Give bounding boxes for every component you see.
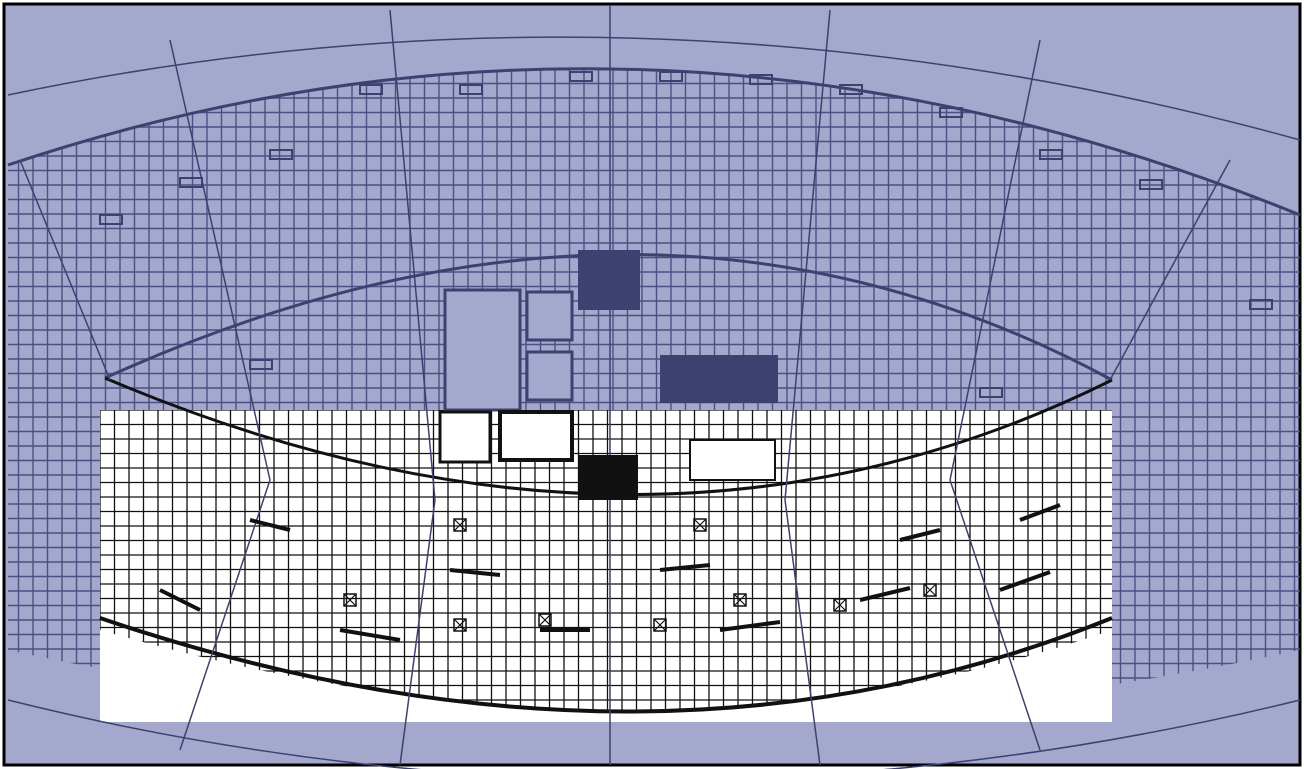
fixture xyxy=(1139,179,1163,190)
diffuser xyxy=(653,618,667,632)
fixture xyxy=(359,84,383,95)
diffuser xyxy=(833,598,847,612)
diffuser xyxy=(833,598,847,612)
diffuser xyxy=(453,618,467,632)
fixture xyxy=(659,563,711,572)
fixture xyxy=(999,570,1051,592)
diffuser xyxy=(343,593,357,607)
fixture xyxy=(179,177,203,188)
fixture xyxy=(569,71,593,82)
fixture xyxy=(1019,503,1061,522)
diffuser xyxy=(453,618,467,632)
fixture xyxy=(719,620,781,632)
fixture xyxy=(839,84,863,95)
diffuser xyxy=(538,613,552,627)
fixture xyxy=(859,586,911,602)
diffuser xyxy=(653,618,667,632)
diffuser xyxy=(453,518,467,532)
fixture xyxy=(449,568,501,577)
diffuser xyxy=(693,518,707,532)
diffuser xyxy=(343,593,357,607)
fixture xyxy=(269,149,293,160)
diffuser xyxy=(693,518,707,532)
core xyxy=(438,250,778,500)
fixture xyxy=(99,214,123,225)
radial-lines xyxy=(19,5,1231,766)
fixture xyxy=(979,387,1003,398)
diffuser xyxy=(733,593,747,607)
fixture xyxy=(459,84,483,95)
fixture xyxy=(899,528,941,542)
fixture xyxy=(339,628,401,642)
fixture xyxy=(749,74,773,85)
fixture xyxy=(249,359,273,370)
fixture xyxy=(659,71,683,82)
fixture xyxy=(939,107,963,118)
diffuser xyxy=(733,593,747,607)
diffuser xyxy=(923,583,937,597)
fixture xyxy=(1249,299,1273,310)
diffuser xyxy=(453,518,467,532)
diffuser xyxy=(538,613,552,627)
fixture xyxy=(1039,149,1063,160)
fixture xyxy=(159,588,201,612)
fixture xyxy=(249,518,291,532)
light-fixtures xyxy=(99,71,1273,642)
diffuser xyxy=(923,583,937,597)
